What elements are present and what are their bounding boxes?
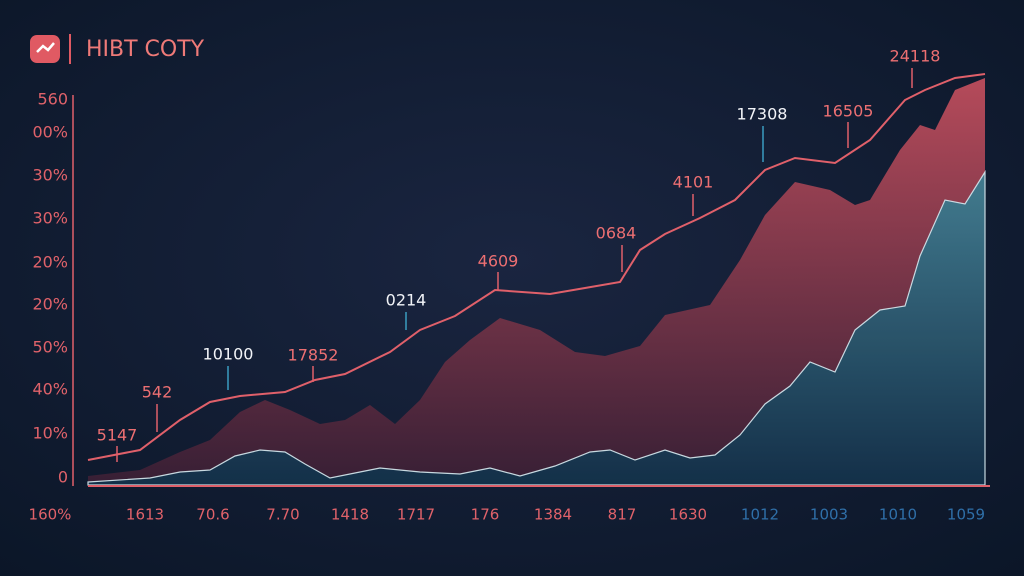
annotation: 17852 xyxy=(288,346,339,365)
x-axis-label: 1012 xyxy=(741,506,779,524)
y-axis-label: 20% xyxy=(32,253,68,272)
x-axis-label: 1003 xyxy=(810,506,848,524)
x-axis-label: 7.70 xyxy=(266,506,299,524)
annotation: 0684 xyxy=(596,224,637,243)
x-axis-label: 1059 xyxy=(947,506,985,524)
x-axis-label: 176 xyxy=(471,506,500,524)
annotation: 16505 xyxy=(823,102,874,121)
y-axis-label: 30% xyxy=(32,209,68,228)
annotation: 4609 xyxy=(478,252,519,271)
x-axis-label: 1010 xyxy=(879,506,917,524)
x-axis-label: 817 xyxy=(608,506,637,524)
y-axis-label: 40% xyxy=(32,380,68,399)
y-axis-label: 50% xyxy=(32,338,68,357)
x-axis-label: 1384 xyxy=(534,506,572,524)
annotation: 24118 xyxy=(890,47,941,66)
annotation: 10100 xyxy=(203,345,254,364)
annotation: 4101 xyxy=(673,173,714,192)
annotation: 5147 xyxy=(97,426,138,445)
area-upper xyxy=(88,78,985,485)
title: HIBT COTY xyxy=(86,37,205,62)
logo-icon xyxy=(36,42,55,53)
area-lower xyxy=(87,169,986,486)
y-axis-label: 0 xyxy=(58,468,68,487)
trend-line xyxy=(87,73,986,461)
y-axis-label: 560 xyxy=(37,90,68,109)
x-axis-label: 1613 xyxy=(126,506,164,524)
x-axis-label: 1630 xyxy=(669,506,707,524)
annotation: 0214 xyxy=(386,291,427,310)
pointers xyxy=(116,68,913,462)
x-axis-label: 160% xyxy=(29,506,72,524)
x-axis-label: 1717 xyxy=(397,506,435,524)
y-axis-label: 20% xyxy=(32,295,68,314)
x-axis-label: 70.6 xyxy=(196,506,229,524)
y-axis-label: 00% xyxy=(32,123,68,142)
annotation: 17308 xyxy=(737,105,788,124)
y-axis-label: 30% xyxy=(32,166,68,185)
y-axis-label: 10% xyxy=(32,424,68,443)
x-axis-label: 1418 xyxy=(331,506,369,524)
annotation: 542 xyxy=(142,383,173,402)
